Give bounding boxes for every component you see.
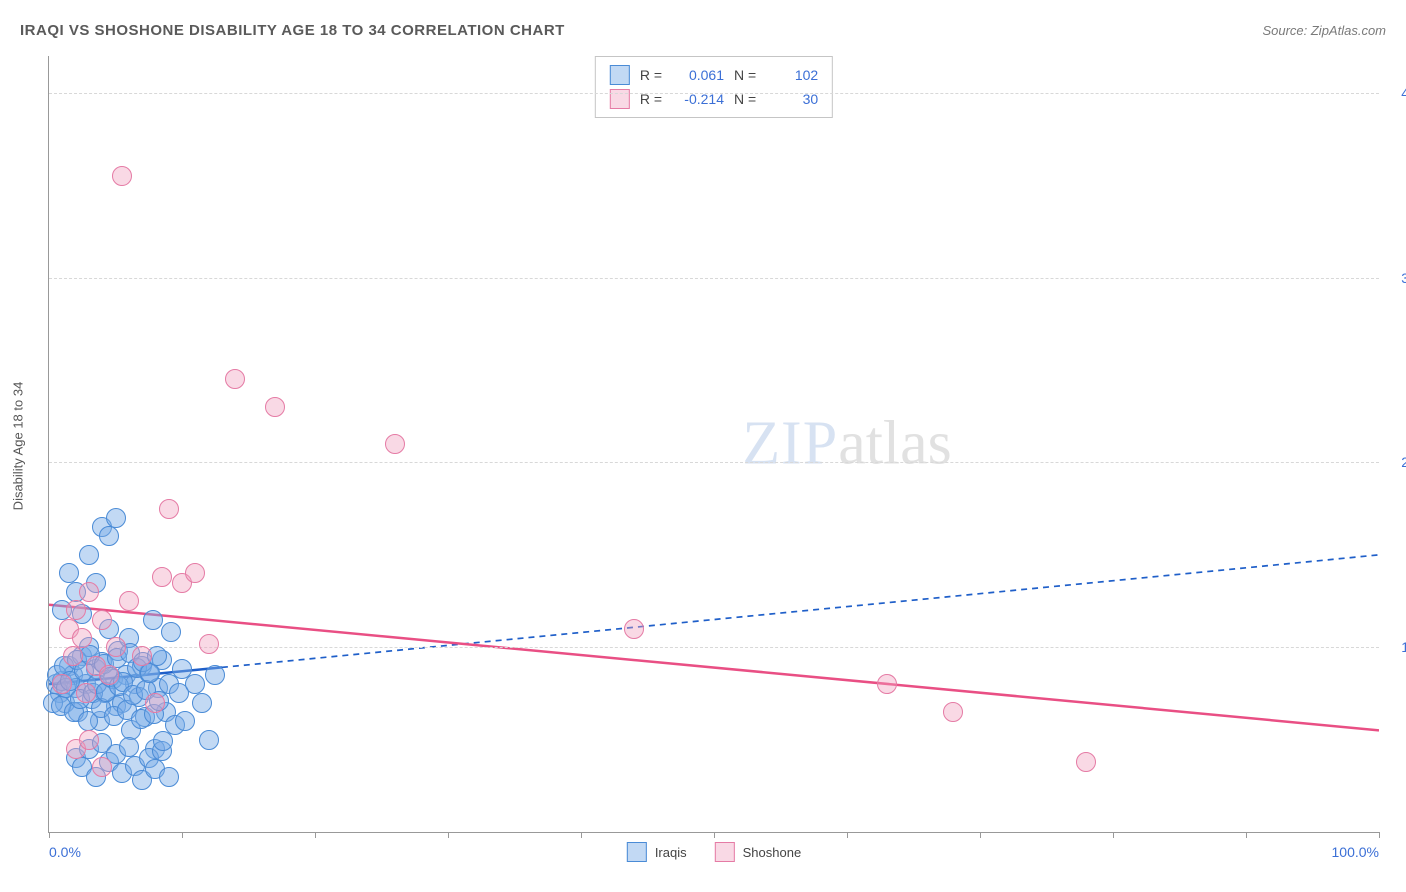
data-point xyxy=(199,730,219,750)
data-point xyxy=(152,567,172,587)
trendline-layer xyxy=(49,56,1379,832)
data-point xyxy=(99,526,119,546)
data-point xyxy=(943,702,963,722)
data-point xyxy=(624,619,644,639)
data-point xyxy=(59,563,79,583)
bottom-legend: Iraqis Shoshone xyxy=(627,842,801,862)
plot-area: ZIPatlas R = 0.061 N = 102 R = -0.214 N … xyxy=(48,56,1379,833)
data-point xyxy=(199,634,219,654)
data-point xyxy=(119,737,139,757)
stats-box: R = 0.061 N = 102 R = -0.214 N = 30 xyxy=(595,56,833,118)
header: IRAQI VS SHOSHONE DISABILITY AGE 18 TO 3… xyxy=(20,22,1386,39)
data-point xyxy=(92,610,112,630)
data-point xyxy=(192,693,212,713)
data-point xyxy=(106,637,126,657)
swatch-icon xyxy=(627,842,647,862)
data-point xyxy=(205,665,225,685)
data-point xyxy=(185,674,205,694)
x-tick xyxy=(714,832,715,838)
legend-label: Shoshone xyxy=(743,845,802,860)
data-point xyxy=(1076,752,1096,772)
x-tick xyxy=(1113,832,1114,838)
swatch-icon xyxy=(715,842,735,862)
data-point xyxy=(119,591,139,611)
x-tick-label: 100.0% xyxy=(1332,844,1379,860)
data-point xyxy=(76,683,96,703)
data-point xyxy=(79,545,99,565)
data-point xyxy=(106,508,126,528)
stats-row: R = 0.061 N = 102 xyxy=(610,63,818,87)
x-tick xyxy=(448,832,449,838)
data-point xyxy=(175,711,195,731)
watermark-zip: ZIP xyxy=(742,410,838,478)
data-point xyxy=(159,499,179,519)
trendline-dashed xyxy=(222,555,1379,668)
chart-container: IRAQI VS SHOSHONE DISABILITY AGE 18 TO 3… xyxy=(0,0,1406,892)
swatch-icon xyxy=(610,65,630,85)
legend-item: Shoshone xyxy=(715,842,802,862)
gridline xyxy=(49,647,1379,648)
x-tick xyxy=(49,832,50,838)
gridline xyxy=(49,93,1379,94)
y-tick-label: 10.0% xyxy=(1401,639,1406,655)
data-point xyxy=(72,628,92,648)
data-point xyxy=(112,166,132,186)
data-point xyxy=(225,369,245,389)
y-tick-label: 20.0% xyxy=(1401,454,1406,470)
data-point xyxy=(159,767,179,787)
data-point xyxy=(161,622,181,642)
watermark-atlas: atlas xyxy=(838,410,952,478)
data-point xyxy=(66,600,86,620)
data-point xyxy=(877,674,897,694)
legend-label: Iraqis xyxy=(655,845,687,860)
data-point xyxy=(385,434,405,454)
data-point xyxy=(145,693,165,713)
x-tick xyxy=(847,832,848,838)
y-tick-label: 40.0% xyxy=(1401,85,1406,101)
data-point xyxy=(143,610,163,630)
x-tick xyxy=(1246,832,1247,838)
data-point xyxy=(79,582,99,602)
x-tick-label: 0.0% xyxy=(49,844,81,860)
x-tick xyxy=(315,832,316,838)
x-tick xyxy=(581,832,582,838)
data-point xyxy=(79,730,99,750)
data-point xyxy=(185,563,205,583)
data-point xyxy=(63,646,83,666)
stat-n-value: 102 xyxy=(766,67,818,83)
data-point xyxy=(132,646,152,666)
watermark: ZIPatlas xyxy=(742,409,952,480)
gridline xyxy=(49,462,1379,463)
x-tick xyxy=(1379,832,1380,838)
stats-row: R = -0.214 N = 30 xyxy=(610,87,818,111)
stat-r-value: 0.061 xyxy=(672,67,724,83)
data-point xyxy=(265,397,285,417)
data-point xyxy=(99,665,119,685)
data-point xyxy=(92,757,112,777)
x-tick xyxy=(182,832,183,838)
trendline-solid xyxy=(49,605,1379,731)
stat-n-label: N = xyxy=(734,67,756,83)
gridline xyxy=(49,278,1379,279)
stat-r-label: R = xyxy=(640,67,662,83)
data-point xyxy=(153,731,173,751)
x-tick xyxy=(980,832,981,838)
data-point xyxy=(52,674,72,694)
chart-title: IRAQI VS SHOSHONE DISABILITY AGE 18 TO 3… xyxy=(20,22,565,39)
legend-item: Iraqis xyxy=(627,842,687,862)
source-label: Source: ZipAtlas.com xyxy=(1262,23,1386,38)
y-axis-label: Disability Age 18 to 34 xyxy=(11,382,26,511)
y-tick-label: 30.0% xyxy=(1401,270,1406,286)
